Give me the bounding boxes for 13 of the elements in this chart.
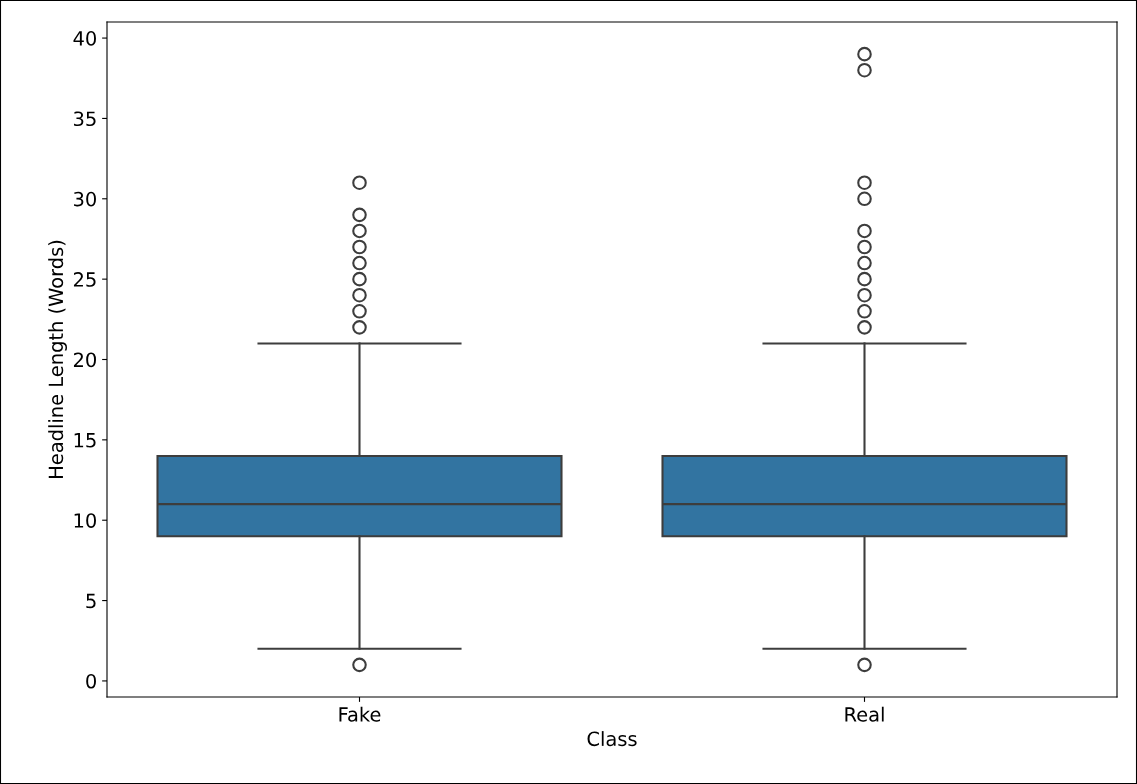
x-tick-label: Fake [339,706,381,722]
y-tick-label: 30 [74,191,96,207]
x-tick-label: Real [845,706,884,722]
y-tick-label: 35 [74,111,96,127]
y-tick-label: 0 [86,673,96,689]
x-axis-title: Class [587,731,637,747]
y-axis-title: Headline Length (Words) [48,240,67,478]
y-tick-label: 20 [73,352,96,368]
y-tick-label: 10 [74,513,96,528]
y-tick-label: 40 [73,31,96,46]
y-tick-label: 15 [74,433,96,448]
y-tick-label: 5 [86,593,96,609]
y-tick-label: 25 [73,272,96,287]
